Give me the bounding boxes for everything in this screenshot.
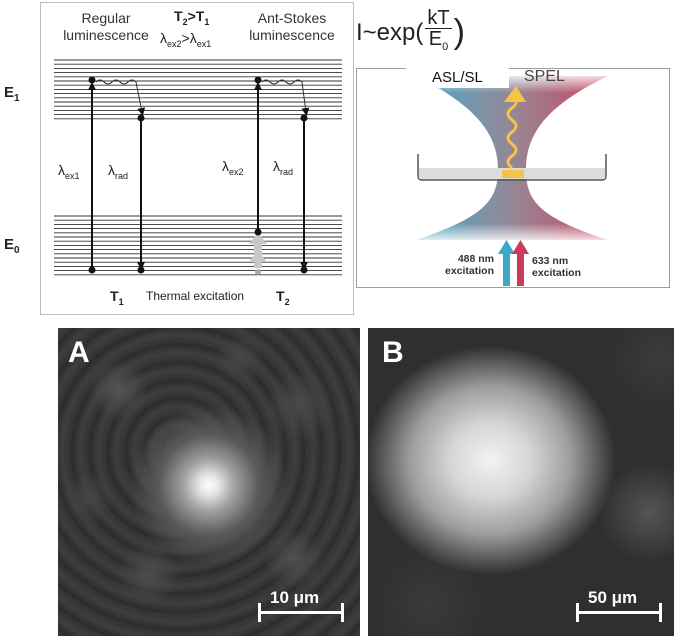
electron-dot bbox=[88, 76, 96, 84]
microscopy-panel-a: A 10 μm bbox=[58, 328, 360, 636]
laser-633-arrow bbox=[517, 252, 524, 286]
electron-dot bbox=[88, 266, 96, 274]
sample-dish bbox=[417, 154, 607, 181]
scale-label-a: 10 μm bbox=[270, 588, 320, 607]
temperature-t2-label: T2 bbox=[276, 288, 290, 307]
anti-stokes-title: Ant-Stokes luminescence bbox=[249, 10, 335, 43]
temperature-t1-label: T1 bbox=[110, 288, 124, 307]
spel-diagram-graphic bbox=[411, 72, 613, 286]
level-label-upper: E1 bbox=[4, 84, 20, 104]
lambda-ex2-label: λex2 bbox=[222, 158, 244, 177]
scale-bar-b bbox=[576, 611, 662, 614]
upper-energy-band bbox=[54, 59, 342, 120]
lower-energy-band bbox=[54, 215, 342, 276]
level-label-lower: E0 bbox=[4, 236, 20, 256]
scale-label-b: 50 μm bbox=[588, 588, 638, 607]
relaxation-arrow-right bbox=[261, 79, 310, 116]
scale-bar-a bbox=[258, 611, 344, 614]
sample-spot bbox=[502, 170, 524, 178]
lambda-ex1-label: λex1 bbox=[58, 162, 80, 181]
microscopy-panel-b: B 50 μm bbox=[368, 328, 674, 636]
energy-diagram-graphic bbox=[54, 59, 342, 276]
emission-arrow bbox=[506, 96, 518, 170]
temperature-condition: T2>T1 bbox=[174, 8, 210, 27]
electron-dot bbox=[255, 269, 261, 275]
laser-488-arrow bbox=[503, 252, 510, 286]
lambda-rad-left-label: λrad bbox=[108, 162, 129, 181]
spel-label: SPEL bbox=[524, 68, 565, 85]
laser-488-label: 488 nm excitation bbox=[444, 253, 494, 277]
asl-sl-label: ASL/SL bbox=[406, 67, 509, 88]
wavelength-condition: λex2>λex1 bbox=[160, 30, 212, 49]
relaxation-arrow-left bbox=[95, 79, 146, 116]
intensity-formula: I~exp( kT E0 ) bbox=[356, 7, 465, 53]
electron-dot bbox=[254, 228, 262, 236]
electron-dot bbox=[254, 76, 262, 84]
laser-633-label: 633 nm excitation bbox=[532, 255, 582, 279]
panel-letter-a: A bbox=[68, 336, 90, 369]
lambda-rad-right-label: λrad bbox=[273, 158, 294, 177]
regular-luminescence-title: Regular luminescence bbox=[63, 10, 149, 43]
panel-letter-b: B bbox=[382, 336, 404, 369]
electron-dot bbox=[300, 266, 308, 274]
thermal-excitation-label: Thermal excitation bbox=[146, 289, 245, 303]
electron-dot bbox=[137, 266, 145, 274]
